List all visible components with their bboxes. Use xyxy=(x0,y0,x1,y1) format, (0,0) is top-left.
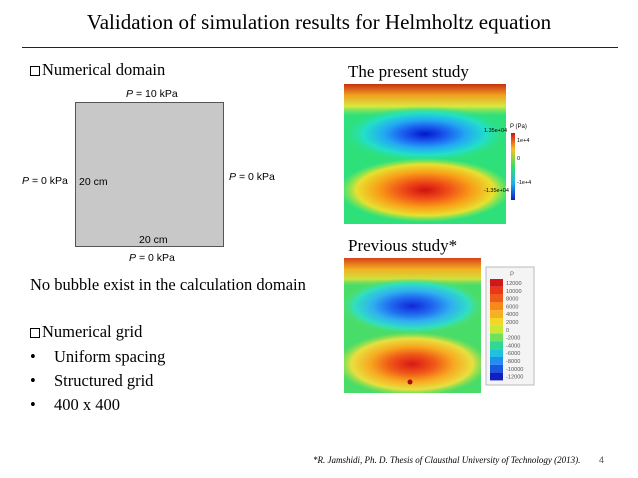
bullet-dot-icon: • xyxy=(30,395,36,414)
domain-right-boundary-label: P = 0 kPa xyxy=(229,171,275,183)
previous-colorbar-tick-label: 10000 xyxy=(506,289,522,295)
bullet-dot-icon: • xyxy=(30,347,36,366)
bullet-text: Structured grid xyxy=(54,371,154,390)
previous-colorbar-tick-label: -2000 xyxy=(506,336,520,342)
pressure-symbol-top: P xyxy=(126,88,134,100)
present-study-pressure-field xyxy=(344,84,506,224)
domain-bottom-boundary-label: P = 0 kPa xyxy=(129,252,175,264)
previous-colorbar-swatch xyxy=(490,318,503,326)
domain-square xyxy=(75,102,224,247)
previous-colorbar-tick-label: 0 xyxy=(506,328,509,334)
previous-colorbar-swatches xyxy=(490,279,503,381)
previous-colorbar-swatch xyxy=(490,357,503,365)
pressure-symbol-bottom: P xyxy=(129,252,137,264)
previous-red-lobe xyxy=(344,332,481,393)
previous-colorbar-tick-label: -8000 xyxy=(506,359,520,365)
present-colorbar-title: P (Pa) xyxy=(510,124,527,130)
previous-colorbar-swatch xyxy=(490,310,503,318)
present-study-colorbar: P (Pa) 1.35e+04 -1.35e+04 1e+4 0 -1e+4 xyxy=(484,124,531,200)
previous-colorbar-tick-label: 8000 xyxy=(506,297,518,303)
bullet-text: Uniform spacing xyxy=(54,347,166,366)
slide-number: 4 xyxy=(599,455,605,465)
previous-colorbar-tick-label: -10000 xyxy=(506,367,523,373)
present-colorbar-tick: 0 xyxy=(517,156,520,162)
slide-title: Validation of simulation results for Hel… xyxy=(86,10,552,34)
numerical-grid-heading: Numerical grid xyxy=(30,322,142,342)
previous-colorbar-swatch xyxy=(490,302,503,311)
present-colorbar-tick: 1e+4 xyxy=(517,138,529,144)
previous-blue-lobe xyxy=(344,278,481,334)
domain-top-value: = 10 kPa xyxy=(135,88,178,100)
domain-left-value: = 0 kPa xyxy=(31,175,68,187)
previous-colorbar-swatch xyxy=(490,294,503,303)
previous-colorbar-tick-label: 12000 xyxy=(506,281,522,287)
present-colorbar-max: 1.35e+04 xyxy=(484,128,507,134)
domain-bottom-dimension: 20 cm xyxy=(139,234,168,246)
bullet-dot-icon: • xyxy=(30,371,36,390)
present-red-lobe xyxy=(344,158,506,222)
previous-colorbar-tick-label: 2000 xyxy=(506,320,518,326)
bullet-item: • Uniform spacing xyxy=(30,347,165,367)
previous-colorbar-swatch xyxy=(490,372,503,381)
title-divider xyxy=(22,47,618,48)
checkbox-bullet-icon xyxy=(30,328,40,338)
previous-study-heading: Previous study* xyxy=(348,236,458,255)
previous-colorbar-swatch xyxy=(490,279,503,287)
previous-colorbar-tick-label: -4000 xyxy=(506,343,520,349)
domain-bottom-value: = 0 kPa xyxy=(138,252,175,264)
domain-left-boundary-label: P = 0 kPa xyxy=(22,175,68,187)
domain-left-dimension: 20 cm xyxy=(79,176,108,188)
pressure-symbol-right: P xyxy=(229,171,237,183)
present-colorbar-tick: -1e+4 xyxy=(517,180,531,186)
domain-right-value: = 0 kPa xyxy=(238,171,275,183)
bullet-item: • Structured grid xyxy=(30,371,153,391)
previous-colorbar-swatch xyxy=(490,349,503,357)
domain-top-boundary-label: P = 10 kPa xyxy=(126,88,178,100)
citation-footnote: *R. Jamshidi, Ph. D. Thesis of Clausthal… xyxy=(313,455,581,465)
numerical-grid-heading-text: Numerical grid xyxy=(42,322,143,341)
previous-colorbar-swatch xyxy=(490,341,503,350)
previous-colorbar-swatch xyxy=(490,325,503,334)
previous-colorbar-swatch xyxy=(490,286,503,295)
pressure-symbol-left: P xyxy=(22,175,30,187)
checkbox-bullet-icon xyxy=(30,66,40,76)
numerical-domain-heading-text: Numerical domain xyxy=(42,60,166,79)
numerical-domain-heading: Numerical domain xyxy=(30,60,165,80)
previous-colorbar-tick-label: -6000 xyxy=(506,351,520,357)
previous-colorbar-tick-label: -12000 xyxy=(506,375,523,381)
previous-colorbar-tick-label: 6000 xyxy=(506,304,518,310)
bullet-text: 400 x 400 xyxy=(54,395,120,414)
present-study-heading: The present study xyxy=(348,62,469,81)
bullet-item: • 400 x 400 xyxy=(30,395,120,415)
previous-colorbar-tick-label: 4000 xyxy=(506,312,518,318)
previous-colorbar-title: P xyxy=(510,272,514,278)
previous-study-pressure-field xyxy=(344,258,481,393)
previous-marker-dot xyxy=(407,379,413,385)
present-colorbar-gradient xyxy=(511,133,515,200)
present-blue-lobe xyxy=(344,106,506,162)
previous-colorbar-swatch xyxy=(490,364,503,373)
previous-colorbar-swatch xyxy=(490,333,503,342)
no-bubble-note: No bubble exist in the calculation domai… xyxy=(30,275,306,294)
present-colorbar-min: -1.35e+04 xyxy=(484,188,509,194)
